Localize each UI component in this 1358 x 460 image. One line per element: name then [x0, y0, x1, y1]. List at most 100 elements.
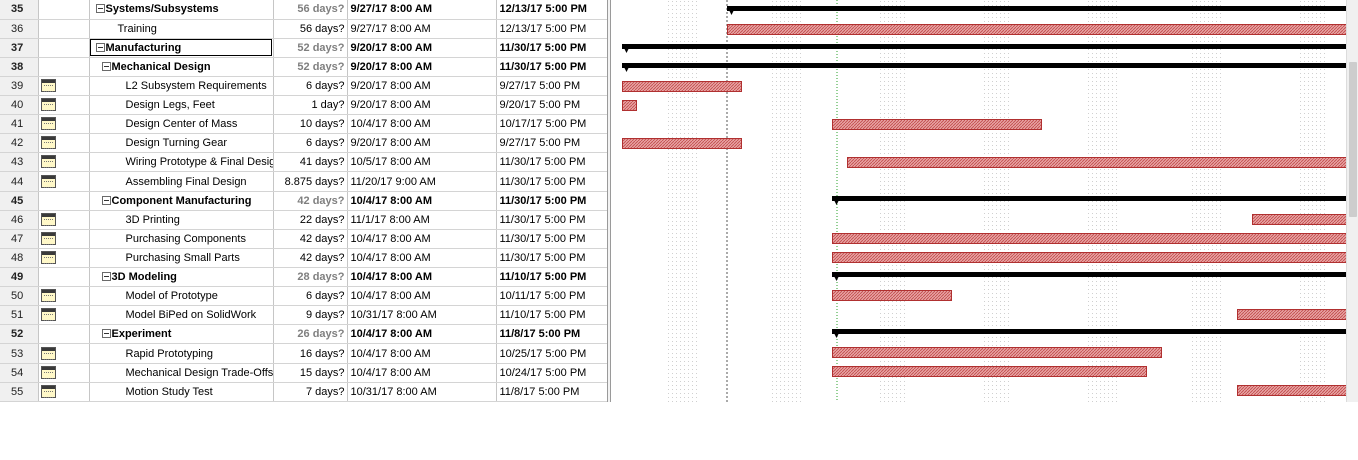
task-name-cell[interactable]: 3D Modeling [89, 267, 274, 288]
task-name-cell[interactable]: Design Center of Mass [89, 114, 274, 135]
duration-cell[interactable]: 22 days? [273, 210, 348, 230]
start-cell[interactable]: 10/4/17 8:00 AM [347, 363, 497, 383]
scrollbar-thumb[interactable] [1349, 62, 1357, 217]
start-cell[interactable]: 10/4/17 8:00 AM [347, 191, 497, 211]
row-id[interactable]: 35 [0, 0, 39, 20]
finish-cell[interactable]: 10/17/17 5:00 PM [496, 114, 608, 135]
start-cell[interactable]: 10/4/17 8:00 AM [347, 248, 497, 269]
finish-cell[interactable]: 10/11/17 5:00 PM [496, 286, 608, 307]
duration-cell[interactable]: 16 days? [273, 343, 348, 364]
task-name-cell[interactable]: Wiring Prototype & Final Design [89, 152, 274, 173]
vertical-scrollbar[interactable] [1346, 0, 1358, 402]
duration-cell[interactable]: 7 days? [273, 382, 348, 403]
finish-cell[interactable]: 11/30/17 5:00 PM [496, 191, 608, 211]
task-name-cell[interactable]: Training [89, 19, 274, 39]
task-row[interactable]: 51 Model BiPed on SolidWork 9 days? 10/31/1… [0, 305, 608, 326]
task-name-cell[interactable]: L2 Subsystem Requirements [89, 76, 274, 97]
finish-cell[interactable]: 11/30/17 5:00 PM [496, 38, 608, 58]
start-cell[interactable]: 10/4/17 8:00 AM [347, 286, 497, 307]
start-cell[interactable]: 11/20/17 9:00 AM [347, 171, 497, 192]
collapse-toggle-icon[interactable] [101, 272, 111, 282]
start-cell[interactable]: 11/1/17 8:00 AM [347, 210, 497, 230]
pane-splitter[interactable] [607, 0, 611, 402]
collapse-toggle-icon[interactable] [101, 195, 111, 205]
task-row[interactable]: 36 Training 56 days? 9/27/17 8:00 AM 12/13/1… [0, 19, 608, 39]
duration-cell[interactable]: 52 days? [273, 38, 348, 58]
row-id[interactable]: 47 [0, 229, 39, 249]
row-id[interactable]: 39 [0, 76, 39, 97]
start-cell[interactable]: 10/4/17 8:00 AM [347, 229, 497, 249]
row-id[interactable]: 49 [0, 267, 39, 288]
task-name-cell[interactable]: Model BiPed on SolidWork [89, 305, 274, 326]
start-cell[interactable]: 10/5/17 8:00 AM [347, 152, 497, 173]
row-id[interactable]: 40 [0, 95, 39, 116]
task-name-cell[interactable]: Rapid Prototyping [89, 343, 274, 364]
finish-cell[interactable]: 9/27/17 5:00 PM [496, 133, 608, 154]
row-id[interactable]: 50 [0, 286, 39, 307]
finish-cell[interactable]: 11/8/17 5:00 PM [496, 382, 608, 403]
row-id[interactable]: 37 [0, 38, 39, 58]
start-cell[interactable]: 9/27/17 8:00 AM [347, 0, 497, 20]
collapse-toggle-icon[interactable] [95, 4, 105, 14]
task-name-cell[interactable]: Experiment [89, 324, 274, 345]
task-name-cell[interactable]: Systems/Subsystems [89, 0, 274, 20]
task-row[interactable]: 54 Mechanical Design Trade-Offs 15 days? 10… [0, 363, 608, 383]
task-name-cell[interactable]: Mechanical Design [89, 57, 274, 77]
duration-cell[interactable]: 6 days? [273, 286, 348, 307]
finish-cell[interactable]: 11/30/17 5:00 PM [496, 57, 608, 77]
duration-cell[interactable]: 42 days? [273, 191, 348, 211]
task-row[interactable]: 47 Purchasing Components 42 days? 10/4/17 8… [0, 229, 608, 249]
task-name-cell[interactable]: Purchasing Small Parts [89, 248, 274, 269]
task-row[interactable]: 45 Component Manufacturing 42 days? 10/4/17… [0, 191, 608, 211]
task-name-cell[interactable]: Assembling Final Design [89, 171, 274, 192]
start-cell[interactable]: 9/20/17 8:00 AM [347, 76, 497, 97]
row-id[interactable]: 54 [0, 363, 39, 383]
start-cell[interactable]: 9/20/17 8:00 AM [347, 133, 497, 154]
finish-cell[interactable]: 11/30/17 5:00 PM [496, 210, 608, 230]
finish-cell[interactable]: 11/10/17 5:00 PM [496, 267, 608, 288]
task-name-cell[interactable]: 3D Printing [89, 210, 274, 230]
duration-cell[interactable]: 15 days? [273, 363, 348, 383]
duration-cell[interactable]: 42 days? [273, 248, 348, 269]
task-name-cell[interactable]: Mechanical Design Trade-Offs [89, 363, 274, 383]
finish-cell[interactable]: 9/20/17 5:00 PM [496, 95, 608, 116]
task-row[interactable]: 49 3D Modeling 28 days? 10/4/17 8:00 AM 11/1… [0, 267, 608, 288]
task-row[interactable]: 44 Assembling Final Design 8.875 days? 11/2… [0, 171, 608, 192]
duration-cell[interactable]: 9 days? [273, 305, 348, 326]
task-name-cell[interactable]: Manufacturing [89, 38, 274, 58]
row-id[interactable]: 48 [0, 248, 39, 269]
collapse-toggle-icon[interactable] [95, 42, 105, 52]
duration-cell[interactable]: 56 days? [273, 0, 348, 20]
task-row[interactable]: 55 Motion Study Test 7 days? 10/31/17 8:00 … [0, 382, 608, 403]
row-id[interactable]: 55 [0, 382, 39, 403]
task-row[interactable]: 48 Purchasing Small Parts 42 days? 10/4/17 … [0, 248, 608, 269]
task-row[interactable]: 53 Rapid Prototyping 16 days? 10/4/17 8:00 … [0, 343, 608, 364]
start-cell[interactable]: 10/4/17 8:00 AM [347, 267, 497, 288]
start-cell[interactable]: 9/20/17 8:00 AM [347, 38, 497, 58]
finish-cell[interactable]: 12/13/17 5:00 PM [496, 19, 608, 39]
finish-cell[interactable]: 11/10/17 5:00 PM [496, 305, 608, 326]
duration-cell[interactable]: 41 days? [273, 152, 348, 173]
row-id[interactable]: 42 [0, 133, 39, 154]
finish-cell[interactable]: 11/30/17 5:00 PM [496, 171, 608, 192]
task-name-cell[interactable]: Model of Prototype [89, 286, 274, 307]
task-name-cell[interactable]: Motion Study Test [89, 382, 274, 403]
row-id[interactable]: 43 [0, 152, 39, 173]
row-id[interactable]: 51 [0, 305, 39, 326]
duration-cell[interactable]: 26 days? [273, 324, 348, 345]
task-name-cell[interactable]: Design Turning Gear [89, 133, 274, 154]
duration-cell[interactable]: 6 days? [273, 133, 348, 154]
row-id[interactable]: 53 [0, 343, 39, 364]
row-id[interactable]: 41 [0, 114, 39, 135]
row-id[interactable]: 38 [0, 57, 39, 77]
start-cell[interactable]: 9/20/17 8:00 AM [347, 95, 497, 116]
duration-cell[interactable]: 1 day? [273, 95, 348, 116]
start-cell[interactable]: 10/4/17 8:00 AM [347, 324, 497, 345]
start-cell[interactable]: 10/4/17 8:00 AM [347, 114, 497, 135]
task-row[interactable]: 46 3D Printing 22 days? 11/1/17 8:00 AM 11/3… [0, 210, 608, 230]
start-cell[interactable]: 10/31/17 8:00 AM [347, 305, 497, 326]
task-row[interactable]: 52 Experiment 26 days? 10/4/17 8:00 AM 11/8/… [0, 324, 608, 345]
task-row[interactable]: 39 L2 Subsystem Requirements 6 days? 9/20/1… [0, 76, 608, 97]
collapse-toggle-icon[interactable] [101, 329, 111, 339]
task-row[interactable]: 40 Design Legs, Feet 1 day? 9/20/17 8:00 AM… [0, 95, 608, 116]
